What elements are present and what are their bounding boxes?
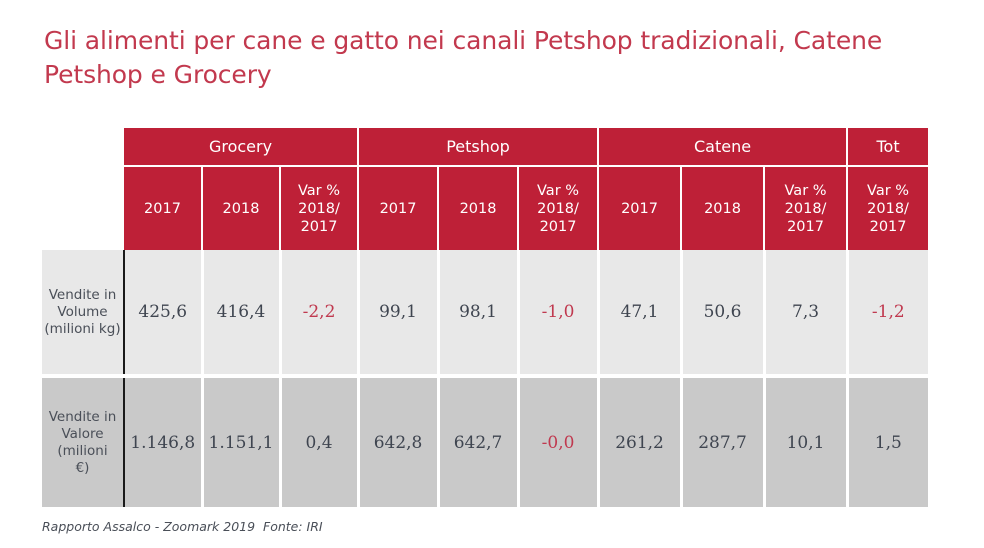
table-row: Vendite in Volume (milioni kg) 425,6 416…: [42, 250, 929, 374]
subheader-line: 2017: [869, 218, 907, 235]
subheader-petshop-2018: 2018: [438, 165, 520, 250]
row-label-volume: Vendite in Volume (milioni kg): [42, 250, 125, 374]
subheader-line: 2018/: [867, 200, 909, 217]
subheader-catene-2017: 2017: [597, 165, 683, 250]
subheader-line: 2017: [300, 218, 338, 235]
table-row: Vendite in Valore (milioni €) 1.146,8 1.…: [42, 378, 929, 507]
subheader-line: Var %: [867, 182, 910, 199]
group-header-grocery: Grocery: [124, 128, 360, 166]
cell-valore-tot-var: 1,5: [846, 378, 929, 507]
group-header-tot: Tot: [846, 128, 929, 166]
subheader-catene-var: Var % 2018/ 2017: [764, 165, 849, 250]
row-label-line: Vendite in: [48, 286, 117, 303]
subheader-line: Var %: [537, 182, 580, 199]
cell-volume-grocery-var: -2,2: [280, 250, 360, 374]
cell-valore-catene-2017: 261,2: [597, 378, 683, 507]
subheader-corner: [42, 166, 124, 250]
subheader-line: Var %: [784, 182, 827, 199]
cell-valore-grocery-2018: 1.151,1: [202, 378, 282, 507]
cell-volume-catene-var: 7,3: [764, 250, 849, 374]
row-label-line: Valore: [61, 425, 104, 442]
group-header-catene: Catene: [597, 128, 849, 166]
cell-valore-petshop-2018: 642,7: [438, 378, 520, 507]
cell-valore-catene-2018: 287,7: [681, 378, 766, 507]
subheader-line: 2017: [787, 218, 824, 235]
subheader-line: Var %: [298, 182, 341, 199]
group-header-petshop: Petshop: [357, 128, 600, 166]
subheader-line: 2018: [704, 200, 741, 217]
source-caption: Rapporto Assalco - Zoomark 2019 Fonte: I…: [42, 519, 323, 534]
sales-table: Grocery Petshop Catene Tot 2017 2018 Var…: [42, 128, 929, 507]
subheader-grocery-2018: 2018: [202, 165, 281, 250]
page-title: Gli alimenti per cane e gatto nei canali…: [44, 26, 883, 89]
table-subheader-row: 2017 2018 Var % 2018/ 2017 2017 2018 Va: [42, 165, 929, 250]
cell-volume-grocery-2017: 425,6: [124, 250, 204, 374]
cell-volume-petshop-2018: 98,1: [438, 250, 520, 374]
subheader-grocery-2017: 2017: [124, 165, 203, 250]
table-row-gap: [42, 374, 929, 378]
subheader-line: 2018: [459, 200, 497, 217]
row-label-valore: Vendite in Valore (milioni €): [42, 378, 125, 507]
cell-volume-petshop-var: -1,0: [518, 250, 600, 374]
subheader-line: 2018/: [784, 200, 827, 217]
table-group-header-row: Grocery Petshop Catene Tot: [42, 128, 929, 166]
cell-volume-catene-2017: 47,1: [597, 250, 683, 374]
cell-volume-grocery-2018: 416,4: [202, 250, 282, 374]
subheader-line: 2018/: [298, 200, 340, 217]
subheader-line: 2017: [379, 200, 417, 217]
subheader-line: 2018/: [537, 200, 579, 217]
subheader-line: 2017: [539, 218, 577, 235]
cell-valore-grocery-var: 0,4: [280, 378, 360, 507]
cell-valore-catene-var: 10,1: [764, 378, 849, 507]
row-label-line: Vendite in: [48, 408, 117, 425]
subheader-line: 2017: [621, 200, 658, 217]
cell-valore-petshop-var: -0,0: [518, 378, 600, 507]
subheader-grocery-var: Var % 2018/ 2017: [280, 165, 360, 250]
cell-valore-grocery-2017: 1.146,8: [124, 378, 204, 507]
cell-volume-catene-2018: 50,6: [681, 250, 766, 374]
data-table-container: Grocery Petshop Catene Tot 2017 2018 Var…: [42, 128, 929, 507]
subheader-petshop-var: Var % 2018/ 2017: [518, 165, 600, 250]
subheader-line: 2018: [222, 200, 260, 217]
row-label-line: Volume: [57, 303, 108, 320]
subheader-line: 2017: [144, 200, 181, 217]
row-gap-spacer: [42, 374, 929, 378]
row-label-line: (milioni: [57, 442, 108, 459]
cell-valore-petshop-2017: 642,8: [357, 378, 440, 507]
cell-volume-petshop-2017: 99,1: [357, 250, 440, 374]
group-header-corner: [42, 128, 124, 166]
cell-volume-tot-var: -1,2: [846, 250, 929, 374]
row-label-line: €): [75, 459, 90, 476]
subheader-catene-2018: 2018: [681, 165, 766, 250]
subheader-tot-var: Var % 2018/ 2017: [846, 165, 929, 250]
subheader-petshop-2017: 2017: [357, 165, 440, 250]
row-label-line: (milioni kg): [44, 320, 121, 337]
